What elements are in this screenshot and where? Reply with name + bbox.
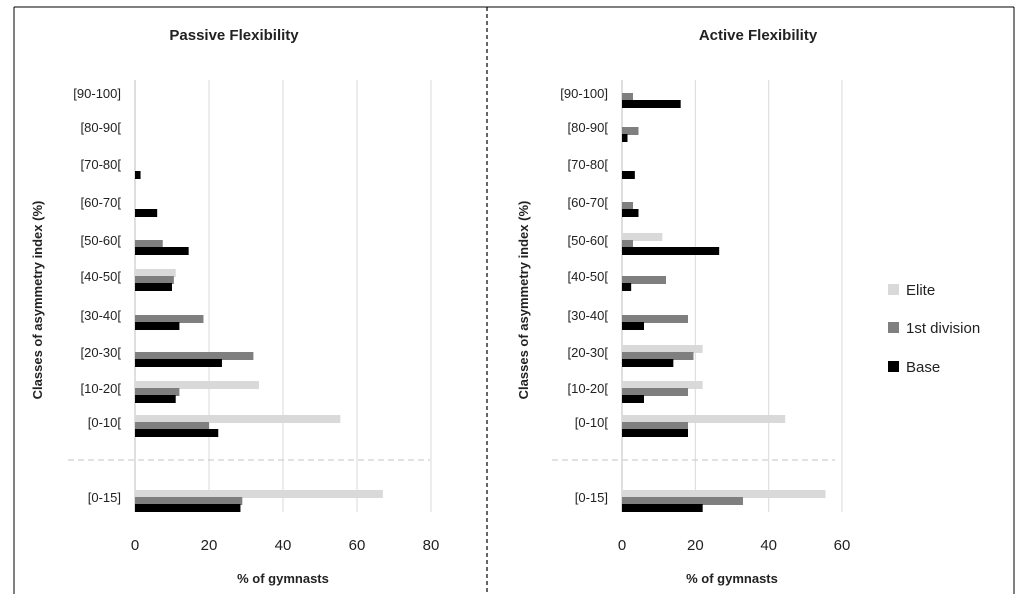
y-tick-label: [50-60[ [568,233,609,248]
y-tick-label: [70-80[ [81,157,122,172]
bar-elite [622,345,703,353]
bar-base [135,283,172,291]
bar-base [135,209,158,217]
active-ylabel: Classes of asymmetry index (%) [516,201,531,400]
bar-base [622,359,674,367]
bar-elite [135,381,259,389]
y-tick-label: [30-40[ [568,308,609,323]
bar-base [622,209,639,217]
bar-1st-division [622,202,634,210]
bar-1st-division [135,422,209,430]
passive-ylabel: Classes of asymmetry index (%) [30,201,45,400]
bar-elite [135,490,383,498]
bar-1st-division [135,315,204,323]
legend-swatch-1st-division [888,322,899,333]
bar-base [622,247,720,255]
legend-swatch-base [888,361,899,372]
y-tick-label: [10-20[ [568,381,609,396]
bar-base [135,171,141,179]
active-xlabel: % of gymnasts [686,571,778,586]
y-tick-label: [70-80[ [568,157,609,172]
bar-base [622,395,645,403]
bar-elite [135,415,341,423]
y-tick-label: [0-10[ [88,415,122,430]
y-tick-label: [10-20[ [81,381,122,396]
y-tick-label: [40-50[ [568,269,609,284]
x-tick-label: 60 [834,537,851,554]
bar-elite [622,415,786,423]
y-tick-label: [20-30[ [568,345,609,360]
y-tick-label: [30-40[ [81,308,122,323]
bar-elite [622,381,703,389]
y-tick-label: [60-70[ [568,195,609,210]
bar-1st-division [622,93,634,101]
y-tick-label: [0-15] [88,490,121,505]
y-tick-label: [40-50[ [81,269,122,284]
bar-base [135,322,180,330]
bar-1st-division [622,276,667,284]
y-tick-label: [0-15] [575,490,608,505]
bar-base [135,359,222,367]
y-tick-label: [50-60[ [81,233,122,248]
y-tick-label: [80-90[ [81,120,122,135]
y-tick-label: [60-70[ [81,195,122,210]
legend-swatch-elite [888,284,899,295]
bar-1st-division [135,352,254,360]
bar-base [622,134,628,142]
passive-title: Passive Flexibility [169,27,299,44]
active-plot-area: 0 20 40 60 [90-100] [80-90[ [70-80[ [60-70[ [50-… [552,80,850,554]
bar-base [622,429,689,437]
bar-1st-division [622,388,689,396]
legend-label-base: Base [906,359,940,376]
bar-base [135,429,219,437]
x-tick-label: 20 [687,537,704,554]
bar-base [622,100,681,108]
bar-1st-division [622,352,694,360]
y-tick-label: [90-100] [73,86,121,101]
bar-elite [622,233,663,241]
bar-base [622,283,632,291]
x-tick-label: 20 [201,537,218,554]
bar-1st-division [622,315,689,323]
x-tick-label: 40 [275,537,292,554]
passive-xlabel: % of gymnasts [237,571,329,586]
bar-elite [622,490,826,498]
bar-1st-division [135,497,243,505]
legend: Elite 1st division Base [888,282,980,376]
bar-1st-division [622,497,744,505]
x-tick-label: 0 [131,537,139,554]
bar-1st-division [622,240,634,248]
x-tick-label: 80 [423,537,440,554]
bar-elite [135,269,176,277]
bar-base [622,504,703,512]
y-tick-label: [20-30[ [81,345,122,360]
y-tick-label: [0-10[ [575,415,609,430]
passive-plot-area: 0 20 40 60 80 [90-100] [80-90[ [70-80[ [60-70[ [5… [68,80,439,554]
bar-base [135,504,241,512]
bar-1st-division [135,388,180,396]
bar-base [135,247,189,255]
x-tick-label: 60 [349,537,366,554]
x-tick-label: 40 [760,537,777,554]
bar-1st-division [622,127,639,135]
x-tick-label: 0 [618,537,626,554]
bar-1st-division [135,240,163,248]
y-tick-label: [80-90[ [568,120,609,135]
y-tick-label: [90-100] [560,86,608,101]
bar-1st-division [622,422,689,430]
legend-label-elite: Elite [906,282,935,299]
active-title: Active Flexibility [699,27,818,44]
legend-label-1st-division: 1st division [906,320,980,337]
bar-base [135,395,176,403]
bar-1st-division [135,276,174,284]
bar-base [622,322,645,330]
bar-base [622,171,635,179]
